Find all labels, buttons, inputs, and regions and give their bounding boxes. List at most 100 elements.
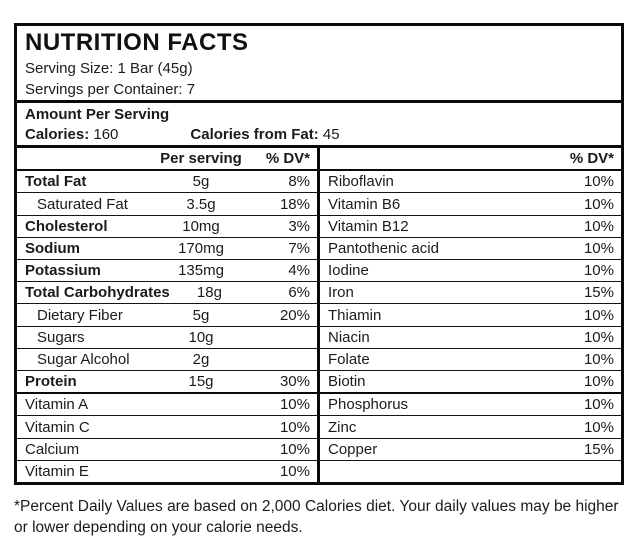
nutrient-dv: 20%	[279, 306, 310, 324]
amount-per-serving-heading: Amount Per Serving	[25, 106, 170, 123]
nutrient-tables: Per serving % DV* Total Fat 5g 8% Satura…	[17, 148, 621, 482]
nutrient-label: Iron	[328, 284, 354, 302]
nutrient-label: Cholesterol	[25, 217, 108, 235]
table-row: Biotin 10%	[320, 371, 621, 395]
nutrient-amount: 3.5g	[186, 195, 216, 213]
nutrient-label: Copper	[328, 440, 378, 458]
table-row: Sodium 170mg 7%	[17, 238, 317, 261]
nutrient-label: Vitamin B6	[328, 195, 401, 213]
table-row: Calcium 10%	[17, 439, 317, 461]
nutrient-label: Saturated Fat	[37, 195, 128, 213]
dv-column-header: % DV*	[265, 150, 310, 168]
nutrient-label: Thiamin	[328, 306, 382, 324]
nutrient-label: Zinc	[328, 418, 357, 436]
nutrient-label: Phosphorus	[328, 396, 409, 414]
nutrient-label: Dietary Fiber	[37, 306, 123, 324]
nutrient-label: Riboflavin	[328, 173, 394, 191]
nutrient-dv: 15%	[583, 440, 614, 458]
title-section: NUTRITION FACTS Serving Size: 1 Bar (45g…	[17, 26, 621, 103]
nutrient-dv: 18%	[279, 195, 310, 213]
nutrient-label: Vitamin B12	[328, 217, 409, 235]
calories-value: 160	[93, 126, 119, 144]
table-row: Vitamin E 10%	[17, 461, 317, 482]
nutrient-dv: 10%	[583, 173, 614, 191]
nutrient-dv: 7%	[288, 239, 310, 257]
calories-label: Calories:	[25, 126, 94, 144]
nutrient-dv: 10%	[279, 462, 310, 480]
table-row: Vitamin B12 10%	[320, 216, 621, 238]
calories-group: Calories: 160	[25, 125, 118, 145]
table-row: Zinc 10%	[320, 416, 621, 439]
left-nutrient-table: Per serving % DV* Total Fat 5g 8% Satura…	[17, 148, 320, 482]
nutrient-dv: 10%	[583, 350, 614, 368]
nutrient-dv: 10%	[583, 239, 614, 257]
table-row: Potassium 135mg 4%	[17, 260, 317, 283]
nutrient-label: Potassium	[25, 262, 101, 280]
nutrient-dv: 6%	[288, 284, 310, 302]
nutrient-label: Sugars	[37, 328, 85, 346]
nutrient-dv: 10%	[583, 306, 614, 324]
nutrient-label: Vitamin E	[25, 462, 89, 480]
servings-per-container-line: Servings per Container: 7	[25, 80, 196, 98]
nutrient-dv: 30%	[279, 373, 310, 391]
nutrient-dv: 8%	[288, 173, 310, 191]
left-table-header-row: Per serving % DV*	[17, 148, 317, 172]
nutrient-dv: 10%	[279, 440, 310, 458]
table-row: Dietary Fiber 5g 20%	[17, 304, 317, 327]
nutrient-dv: 15%	[583, 284, 614, 302]
nutrient-label: Vitamin C	[25, 418, 90, 436]
nutrient-label: Iodine	[328, 262, 369, 280]
nutrient-amount: 15g	[188, 373, 214, 391]
nutrient-label: Vitamin A	[25, 396, 89, 414]
table-row: Vitamin B6 10%	[320, 193, 621, 216]
table-row: Protein 15g 30%	[17, 371, 317, 395]
nutrient-dv: 10%	[583, 328, 614, 346]
per-serving-column-header: Per serving	[160, 150, 242, 168]
nutrient-amount: 10g	[188, 328, 214, 346]
calories-from-fat-label: Calories from Fat:	[190, 126, 323, 144]
nutrient-dv: 4%	[288, 262, 310, 280]
nutrient-amount: 135mg	[178, 262, 224, 280]
serving-size-line: Serving Size: 1 Bar (45g)	[25, 59, 193, 77]
table-row: Vitamin C 10%	[17, 416, 317, 439]
nutrient-dv: 10%	[279, 418, 310, 436]
table-row: Cholesterol 10mg 3%	[17, 216, 317, 238]
table-row: Pantothenic acid 10%	[320, 238, 621, 261]
dv-column-header: % DV*	[569, 150, 614, 168]
nutrient-label: Calcium	[25, 440, 80, 458]
nutrient-label: Pantothenic acid	[328, 239, 439, 257]
nutrient-amount: 170mg	[178, 239, 224, 257]
nutrient-label: Sodium	[25, 239, 80, 257]
amount-per-serving-section: Amount Per Serving Calories: 160 Calorie…	[17, 103, 621, 148]
nutrient-amount: 2g	[192, 350, 210, 368]
nutrient-amount: 5g	[192, 173, 210, 191]
table-row: Niacin 10%	[320, 327, 621, 349]
nutrient-label: Biotin	[328, 373, 366, 391]
nutrient-dv: 10%	[583, 262, 614, 280]
table-row: Riboflavin 10%	[320, 171, 621, 194]
nutrient-label: Folate	[328, 350, 370, 368]
nutrient-dv: 10%	[583, 217, 614, 235]
table-row: Copper 15%	[320, 439, 621, 461]
table-row: Sugar Alcohol 2g	[17, 349, 317, 372]
nutrient-amount: 10mg	[182, 217, 220, 235]
calories-line: Calories: 160 Calories from Fat: 45	[25, 125, 613, 145]
table-row: Total Fat 5g 8%	[17, 171, 317, 194]
right-nutrient-table: % DV* Riboflavin 10% Vitamin B6 10% Vita…	[320, 148, 621, 482]
table-row: Folate 10%	[320, 349, 621, 372]
nutrition-label: NUTRITION FACTS Serving Size: 1 Bar (45g…	[14, 23, 624, 485]
table-row-empty	[320, 461, 621, 482]
nutrient-label: Total Fat	[25, 173, 87, 191]
table-row: Iron 15%	[320, 282, 621, 305]
nutrient-dv: 10%	[583, 396, 614, 414]
nutrient-label: Sugar Alcohol	[37, 350, 130, 368]
nutrient-dv: 10%	[583, 418, 614, 436]
nutrient-dv: 10%	[583, 195, 614, 213]
nutrient-dv: 3%	[288, 217, 310, 235]
calories-from-fat-value: 45	[322, 126, 340, 144]
page-title: NUTRITION FACTS	[25, 29, 249, 56]
table-row: Iodine 10%	[320, 260, 621, 283]
calories-from-fat-group: Calories from Fat: 45	[190, 125, 339, 145]
nutrient-label: Total Carbohydrates	[25, 284, 170, 302]
table-row: Thiamin 10%	[320, 304, 621, 327]
